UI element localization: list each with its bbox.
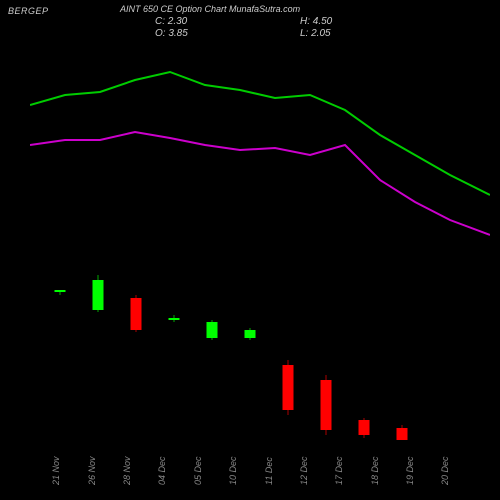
low-reading: L: 2.05 (300, 28, 331, 39)
symbol-label: BERGEP (8, 6, 49, 16)
high-label: H: (300, 16, 310, 27)
x-tick-label: 19 Dec (405, 456, 415, 485)
open-reading: O: 3.85 (155, 28, 188, 39)
close-label: C: (155, 16, 165, 27)
x-tick-label: 04 Dec (157, 456, 167, 485)
indicator-line (30, 132, 490, 235)
high-reading: H: 4.50 (300, 16, 332, 27)
candle-body (245, 330, 256, 338)
x-tick-label: 20 Dec (440, 456, 450, 485)
candle-body (93, 280, 104, 310)
chart-svg (30, 40, 490, 440)
x-axis: 21 Nov 26 Nov 28 Nov 04 Dec 05 Dec 10 Dec 11 D… (30, 440, 490, 495)
chart-header: BERGEP AINT 650 CE Option Chart MunafaSu… (0, 0, 500, 40)
low-value: 2.05 (311, 28, 330, 39)
high-value: 4.50 (313, 16, 332, 27)
x-tick-label: 21 Nov (51, 456, 61, 485)
open-value: 3.85 (168, 28, 187, 39)
indicator-line (30, 72, 490, 195)
x-tick-label: 26 Nov (87, 456, 97, 485)
x-tick-label: 10 Dec (228, 456, 238, 485)
x-tick-label: 11 Dec (264, 457, 274, 485)
candle-body (397, 428, 408, 440)
x-tick-label: 17 Dec (334, 456, 344, 485)
open-label: O: (155, 28, 166, 39)
candle-body (283, 365, 294, 410)
chart-title: AINT 650 CE Option Chart MunafaSutra.com (120, 4, 300, 14)
plot-area (30, 40, 490, 440)
candle-body (321, 380, 332, 430)
x-tick-label: 05 Dec (193, 456, 203, 485)
low-label: L: (300, 28, 308, 39)
candle-body (131, 298, 142, 330)
candle-body (55, 290, 66, 292)
candle-body (169, 318, 180, 320)
x-tick-label: 28 Nov (122, 456, 132, 485)
x-tick-label: 12 Dec (299, 456, 309, 485)
x-tick-label: 18 Dec (370, 456, 380, 485)
candle-body (207, 322, 218, 338)
option-chart: BERGEP AINT 650 CE Option Chart MunafaSu… (0, 0, 500, 500)
close-reading: C: 2.30 (155, 16, 187, 27)
close-value: 2.30 (168, 16, 187, 27)
candle-body (359, 420, 370, 435)
